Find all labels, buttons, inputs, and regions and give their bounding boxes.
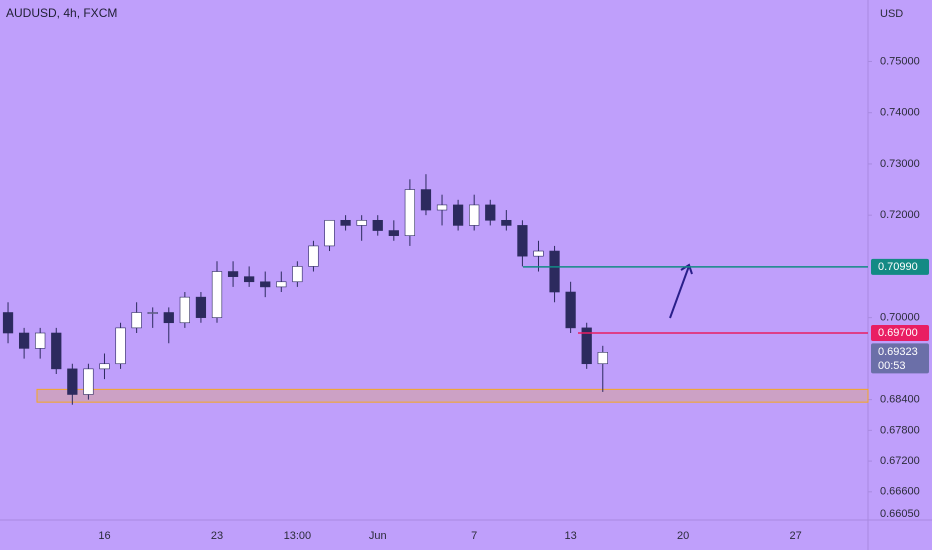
candle-body [549, 250, 560, 293]
level-tag [871, 325, 929, 342]
candle-body [597, 352, 608, 365]
candle-body [420, 189, 432, 211]
y-tick-label: 0.72000 [880, 209, 920, 221]
candle-body [18, 332, 30, 349]
candle-body [356, 219, 367, 226]
candle-body [324, 219, 335, 247]
candle-body [131, 312, 142, 329]
level-label: 0.69700 [878, 327, 918, 339]
candle-body [581, 327, 592, 365]
candle-body [2, 312, 14, 334]
countdown: 00:53 [878, 360, 906, 372]
candle-body [179, 296, 190, 324]
x-tick-label: 16 [98, 530, 110, 542]
level-tag [871, 258, 929, 275]
candle-body [99, 363, 110, 370]
candle-body [308, 245, 319, 267]
candle-body [260, 281, 271, 288]
candle-body [485, 204, 496, 221]
candle-body [533, 250, 544, 257]
price-tag [871, 343, 929, 374]
candle-body [501, 219, 512, 226]
x-tick-label: 27 [790, 530, 802, 542]
candle-body [436, 204, 448, 211]
candle-body [388, 230, 399, 236]
candle-body [147, 312, 158, 314]
candle-body [227, 271, 239, 277]
y-tick-label: 0.74000 [880, 107, 920, 119]
candle-body [276, 281, 287, 288]
x-tick-label: 7 [471, 530, 477, 542]
candle-body [452, 204, 464, 226]
candle-body [372, 219, 383, 231]
candle-body [211, 271, 223, 318]
candle-body [340, 219, 351, 226]
axis-unit: USD [880, 8, 903, 20]
y-tick-label: 0.67800 [880, 424, 920, 436]
candle-body [469, 204, 480, 226]
arrow [669, 263, 693, 319]
candle-body [244, 276, 255, 283]
y-tick-label: 0.70000 [880, 312, 920, 324]
x-tick-label: 20 [677, 530, 689, 542]
y-tick-label: 0.66600 [880, 486, 920, 498]
candle-body [115, 327, 126, 365]
candle-body [35, 332, 46, 349]
candle-body [67, 368, 78, 395]
y-tick-label: 0.67200 [880, 455, 920, 467]
y-tick-label: 0.73000 [880, 158, 920, 170]
x-tick-label: Jun [369, 530, 387, 542]
candle-body [51, 332, 62, 370]
support-zone [36, 388, 869, 403]
y-tick-label: 0.75000 [880, 55, 920, 67]
price-label: 0.69323 [878, 346, 918, 358]
candle-body [83, 368, 94, 395]
candle-body [163, 312, 174, 324]
candle-body [292, 266, 303, 283]
candle-body [565, 291, 576, 329]
y-tick-label: 0.66050 [880, 508, 920, 520]
candle-body [517, 225, 528, 257]
x-tick-label: 13 [565, 530, 577, 542]
candle-body [404, 189, 416, 236]
chart-title: AUDUSD, 4h, FXCM [6, 6, 117, 20]
candle-body [195, 296, 207, 318]
x-tick-label: 23 [211, 530, 223, 542]
x-tick-label: 13:00 [284, 530, 312, 542]
y-tick-label: 0.68400 [880, 394, 920, 406]
level-label: 0.70990 [878, 261, 918, 273]
